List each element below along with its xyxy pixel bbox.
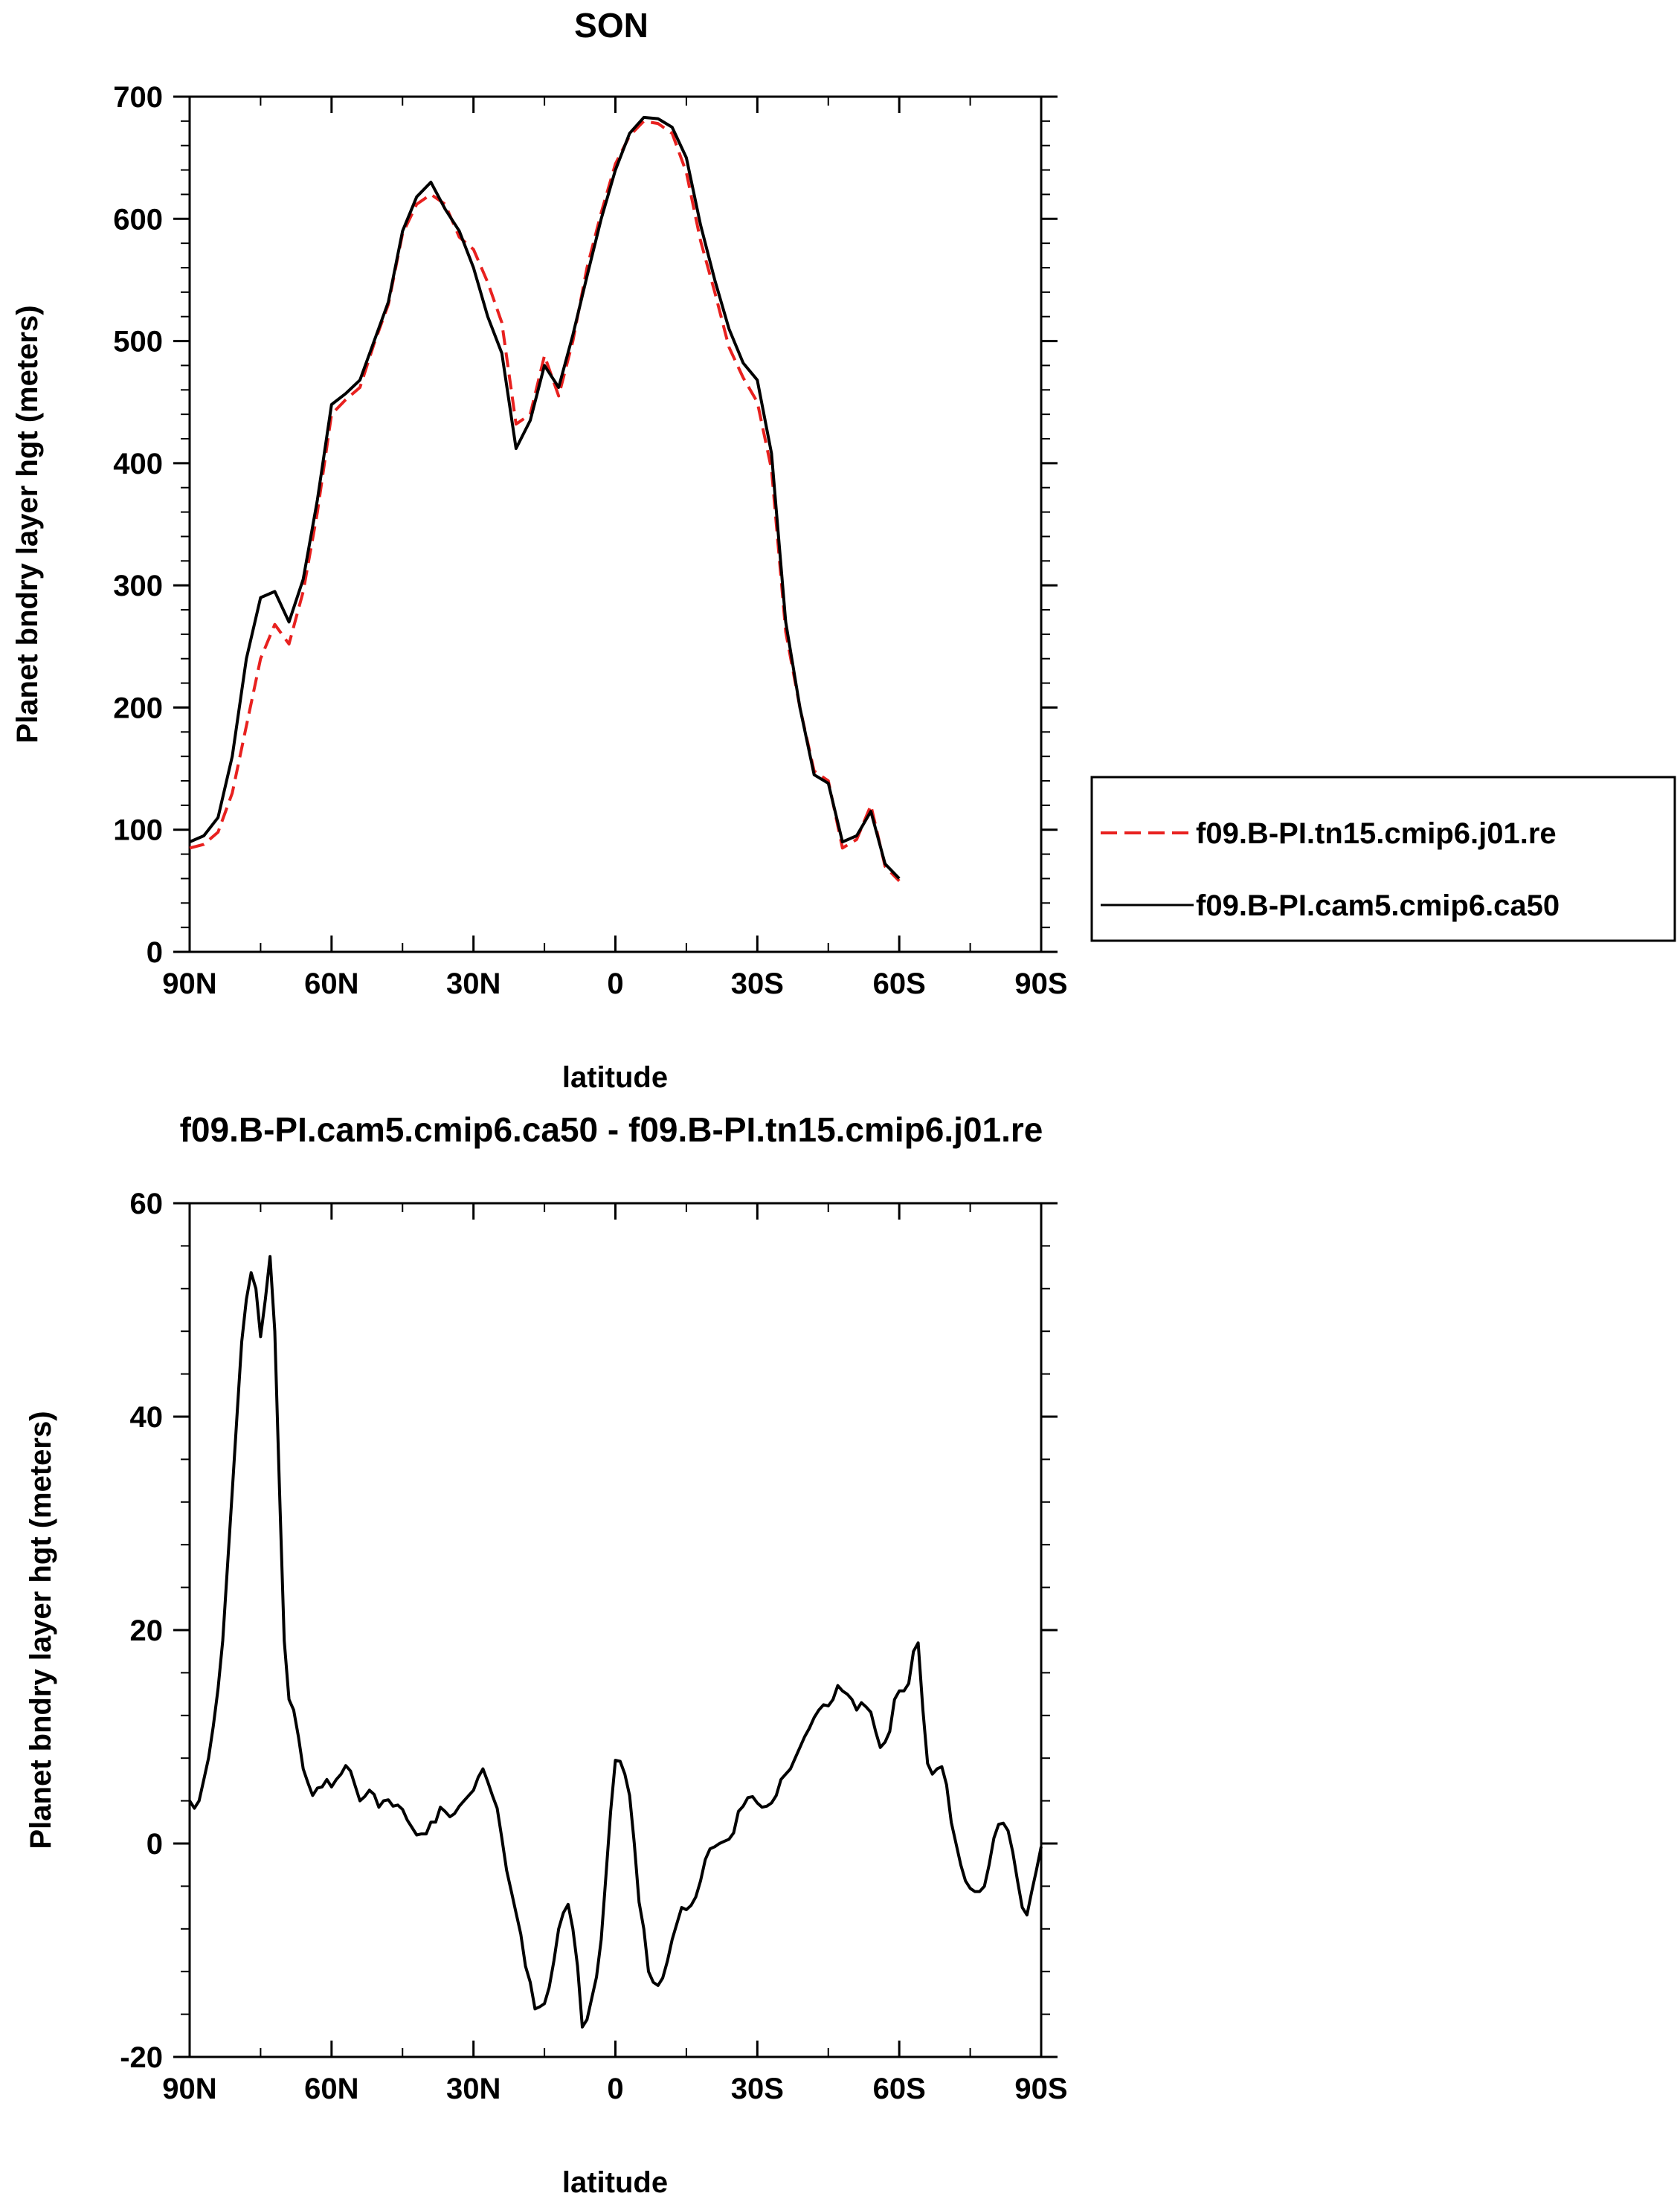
bottom-chart-x-axis-label: latitude bbox=[562, 2166, 668, 2196]
legend: f09.B-PI.tn15.cmip6.j01.re f09.B-PI.cam5… bbox=[1090, 776, 1676, 942]
bottom-chart-y-tick-labels: -20 0 20 40 60 bbox=[120, 1188, 163, 2074]
x-tick-label: 60N bbox=[304, 2073, 358, 2105]
top-chart-y-tick-labels: 0 100 200 300 400 500 600 700 bbox=[113, 81, 163, 969]
x-tick-label: 0 bbox=[607, 2073, 623, 2105]
bottom-chart-panel: f09.B-PI.cam5.cmip6.ca50 - f09.B-PI.tn15… bbox=[25, 1110, 1068, 2196]
bottom-chart-title: f09.B-PI.cam5.cmip6.ca50 - f09.B-PI.tn15… bbox=[180, 1110, 1043, 1149]
y-tick-label: 500 bbox=[113, 326, 163, 358]
top-chart-series bbox=[189, 115, 901, 883]
x-tick-label: 60N bbox=[304, 967, 358, 1000]
x-tick-label: 90S bbox=[1014, 2073, 1067, 2105]
y-tick-label: 600 bbox=[113, 203, 163, 236]
y-tick-label: -20 bbox=[120, 2041, 163, 2074]
x-tick-label: 60S bbox=[873, 2073, 926, 2105]
legend-label-tn15: f09.B-PI.tn15.cmip6.j01.re bbox=[1196, 817, 1557, 850]
bottom-chart-ticks bbox=[173, 1202, 1058, 2058]
top-chart-x-tick-labels: 90N 60N 30N 0 30S 60S 90S bbox=[162, 967, 1067, 1000]
y-tick-label: 60 bbox=[130, 1188, 164, 1220]
y-tick-label: 20 bbox=[130, 1614, 164, 1647]
x-tick-label: 90N bbox=[162, 2073, 216, 2105]
x-tick-label: 30N bbox=[446, 2073, 501, 2105]
x-tick-label: 0 bbox=[607, 967, 623, 1000]
bottom-chart-y-axis-label: Planet bndry layer hgt (meters) bbox=[25, 1411, 57, 1849]
legend-label-ca50: f09.B-PI.cam5.cmip6.ca50 bbox=[1196, 889, 1560, 922]
y-tick-label: 200 bbox=[113, 692, 163, 724]
y-tick-label: 700 bbox=[113, 81, 163, 114]
y-tick-label: 40 bbox=[130, 1401, 164, 1434]
top-chart-x-axis-label: latitude bbox=[562, 1061, 668, 1094]
y-tick-label: 300 bbox=[113, 570, 163, 602]
top-plot-frame bbox=[188, 95, 1043, 953]
y-tick-label: 400 bbox=[113, 448, 163, 480]
y-tick-label: 100 bbox=[113, 814, 163, 847]
x-tick-label: 90S bbox=[1014, 967, 1067, 1000]
top-chart-y-axis-label: Planet bndry layer hgt (meters) bbox=[11, 305, 44, 743]
series-line-0 bbox=[189, 119, 901, 883]
x-tick-label: 30S bbox=[731, 2073, 784, 2105]
y-tick-label: 0 bbox=[147, 1828, 163, 1861]
x-tick-label: 90N bbox=[162, 967, 216, 1000]
bottom-chart-x-tick-labels: 90N 60N 30N 0 30S 60S 90S bbox=[162, 2073, 1067, 2105]
x-tick-label: 60S bbox=[873, 967, 926, 1000]
x-tick-label: 30N bbox=[446, 967, 501, 1000]
bottom-chart-series bbox=[188, 1255, 1043, 2029]
y-tick-label: 0 bbox=[147, 936, 163, 969]
legend-box bbox=[1090, 776, 1676, 942]
top-chart-ticks bbox=[173, 95, 1058, 953]
top-chart-panel: SON 90N 60N 30N 0 30S 60S 90S 0 100 200 300 400 500… bbox=[11, 6, 1068, 1094]
series-line-1 bbox=[189, 115, 901, 880]
x-tick-label: 30S bbox=[731, 967, 784, 1000]
series-line-0 bbox=[188, 1255, 1043, 2029]
bottom-plot-frame bbox=[188, 1202, 1043, 2058]
top-chart-title: SON bbox=[574, 6, 648, 45]
